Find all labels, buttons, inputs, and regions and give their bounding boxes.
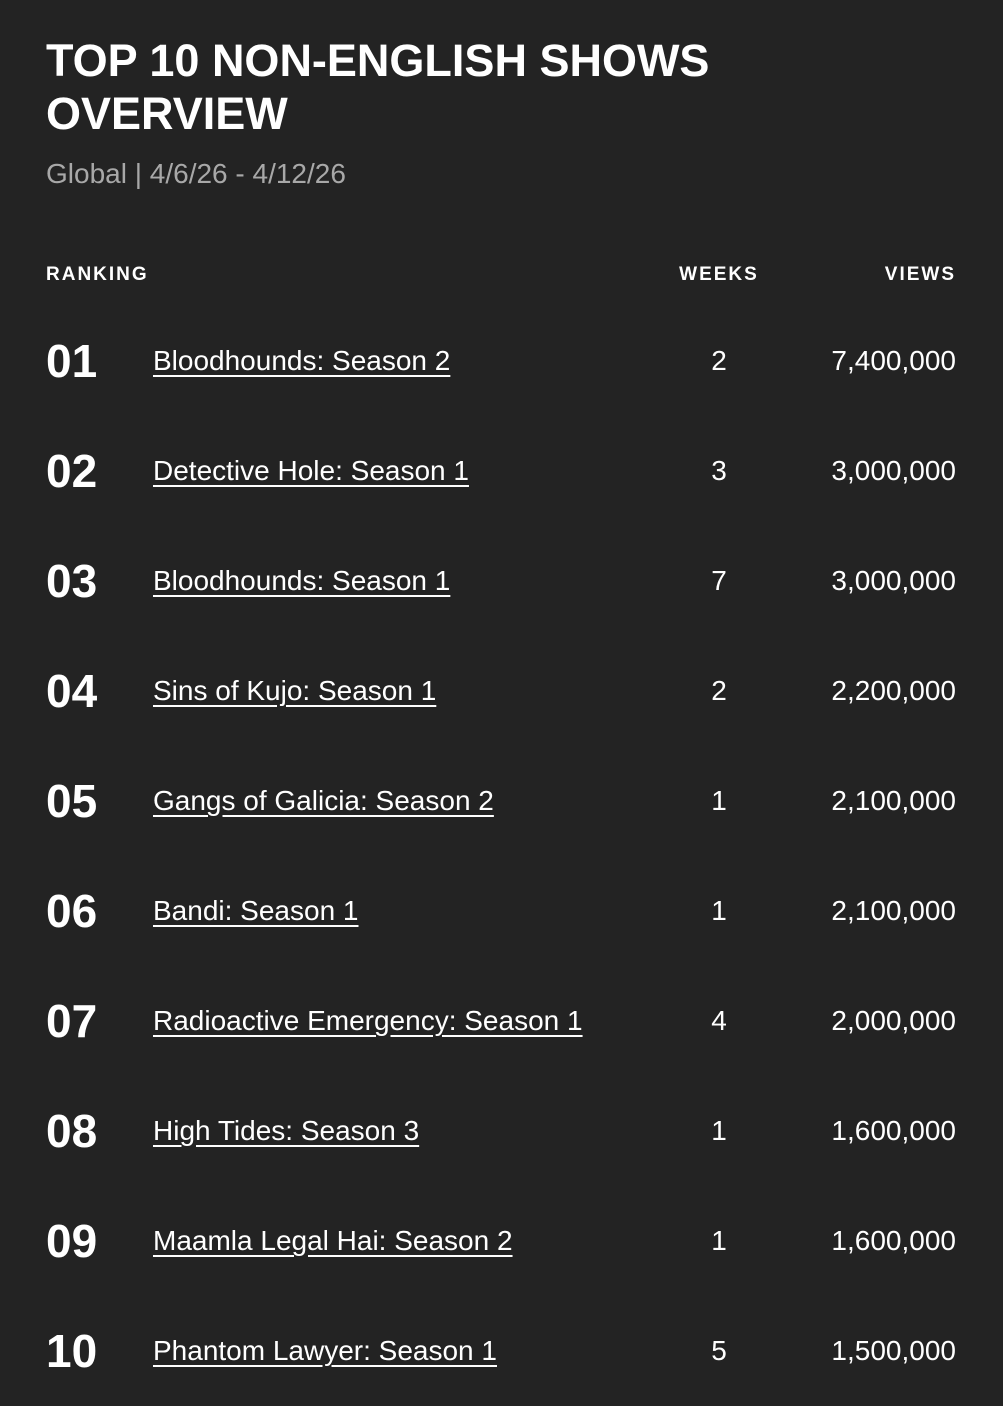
rank: 09 — [46, 1215, 98, 1267]
weeks: 2 — [711, 345, 727, 376]
weeks: 2 — [711, 675, 727, 706]
table-header: RANKING WEEKS VIEWS — [0, 264, 1003, 290]
weeks: 5 — [711, 1335, 727, 1366]
table-row: 09 Maamla Legal Hai: Season 2 1 1,600,000 — [0, 1186, 1003, 1296]
show-title-link[interactable]: Bloodhounds: Season 2 — [153, 345, 451, 376]
table-row: 01 Bloodhounds: Season 2 2 7,400,000 — [0, 306, 1003, 416]
show-title-link[interactable]: Bandi: Season 1 — [153, 895, 359, 926]
weeks: 1 — [711, 1115, 727, 1146]
views: 2,000,000 — [831, 1005, 956, 1036]
show-title-link[interactable]: High Tides: Season 3 — [153, 1115, 420, 1146]
title: TOP 10 NON-ENGLISH SHOWS OVERVIEW — [46, 35, 710, 139]
rank: 10 — [46, 1325, 98, 1377]
show-title-link[interactable]: Sins of Kujo: Season 1 — [153, 675, 437, 706]
table-row: 03 Bloodhounds: Season 1 7 3,000,000 — [0, 526, 1003, 636]
views: 2,200,000 — [831, 675, 956, 706]
rank: 06 — [46, 885, 98, 937]
rank: 07 — [46, 995, 98, 1047]
table-row: 06 Bandi: Season 1 1 2,100,000 — [0, 856, 1003, 966]
views: 2,100,000 — [831, 785, 956, 816]
table-body: 01 Bloodhounds: Season 2 2 7,400,000 02 Detec… — [0, 306, 1003, 1406]
overview: TOP 10 NON-ENGLISH SHOWS OVERVIEW Global… — [0, 35, 1003, 1377]
views: 3,000,000 — [831, 565, 956, 596]
column-header: VIEWS — [884, 264, 956, 285]
weeks: 1 — [711, 895, 727, 926]
views: 1,600,000 — [831, 1225, 956, 1256]
views: 1,600,000 — [831, 1115, 956, 1146]
show-title-link[interactable]: Phantom Lawyer: Season 1 — [153, 1335, 497, 1366]
column-header: WEEKS — [679, 264, 759, 285]
table-row: 10 Phantom Lawyer: Season 1 5 1,500,000 — [0, 1296, 1003, 1406]
views: 1,500,000 — [831, 1335, 956, 1366]
show-title-link[interactable]: Radioactive Emergency: Season 1 — [153, 1005, 583, 1036]
column-header: RANKING — [46, 264, 149, 285]
weeks: 1 — [711, 1225, 727, 1256]
weeks: 7 — [711, 565, 727, 596]
weeks: 4 — [711, 1005, 727, 1036]
rank: 05 — [46, 775, 98, 827]
table-row: 02 Detective Hole: Season 1 3 3,000,000 — [0, 416, 1003, 526]
show-title-link[interactable]: Detective Hole: Season 1 — [153, 455, 469, 486]
show-title-link[interactable]: Maamla Legal Hai: Season 2 — [153, 1225, 513, 1256]
subtitle: Global | 4/6/26 - 4/12/26 — [46, 158, 346, 189]
page: TOP 10 NON-ENGLISH SHOWS OVERVIEW Global… — [0, 35, 1003, 1377]
rank: 02 — [46, 445, 98, 497]
table-row: 08 High Tides: Season 3 1 1,600,000 — [0, 1076, 1003, 1186]
table-row: 04 Sins of Kujo: Season 1 2 2,200,000 — [0, 636, 1003, 746]
rank: 01 — [46, 335, 98, 387]
views: 7,400,000 — [831, 345, 956, 376]
rank: 04 — [46, 665, 98, 717]
rank: 08 — [46, 1105, 98, 1157]
rank: 03 — [46, 555, 98, 607]
table-row: 07 Radioactive Emergency: Season 1 4 2,000,… — [0, 966, 1003, 1076]
views: 3,000,000 — [831, 455, 956, 486]
show-title-link[interactable]: Bloodhounds: Season 1 — [153, 565, 451, 596]
views: 2,100,000 — [831, 895, 956, 926]
table-row: 05 Gangs of Galicia: Season 2 1 2,100,000 — [0, 746, 1003, 856]
weeks: 1 — [711, 785, 727, 816]
weeks: 3 — [711, 455, 727, 486]
show-title-link[interactable]: Gangs of Galicia: Season 2 — [153, 785, 494, 816]
